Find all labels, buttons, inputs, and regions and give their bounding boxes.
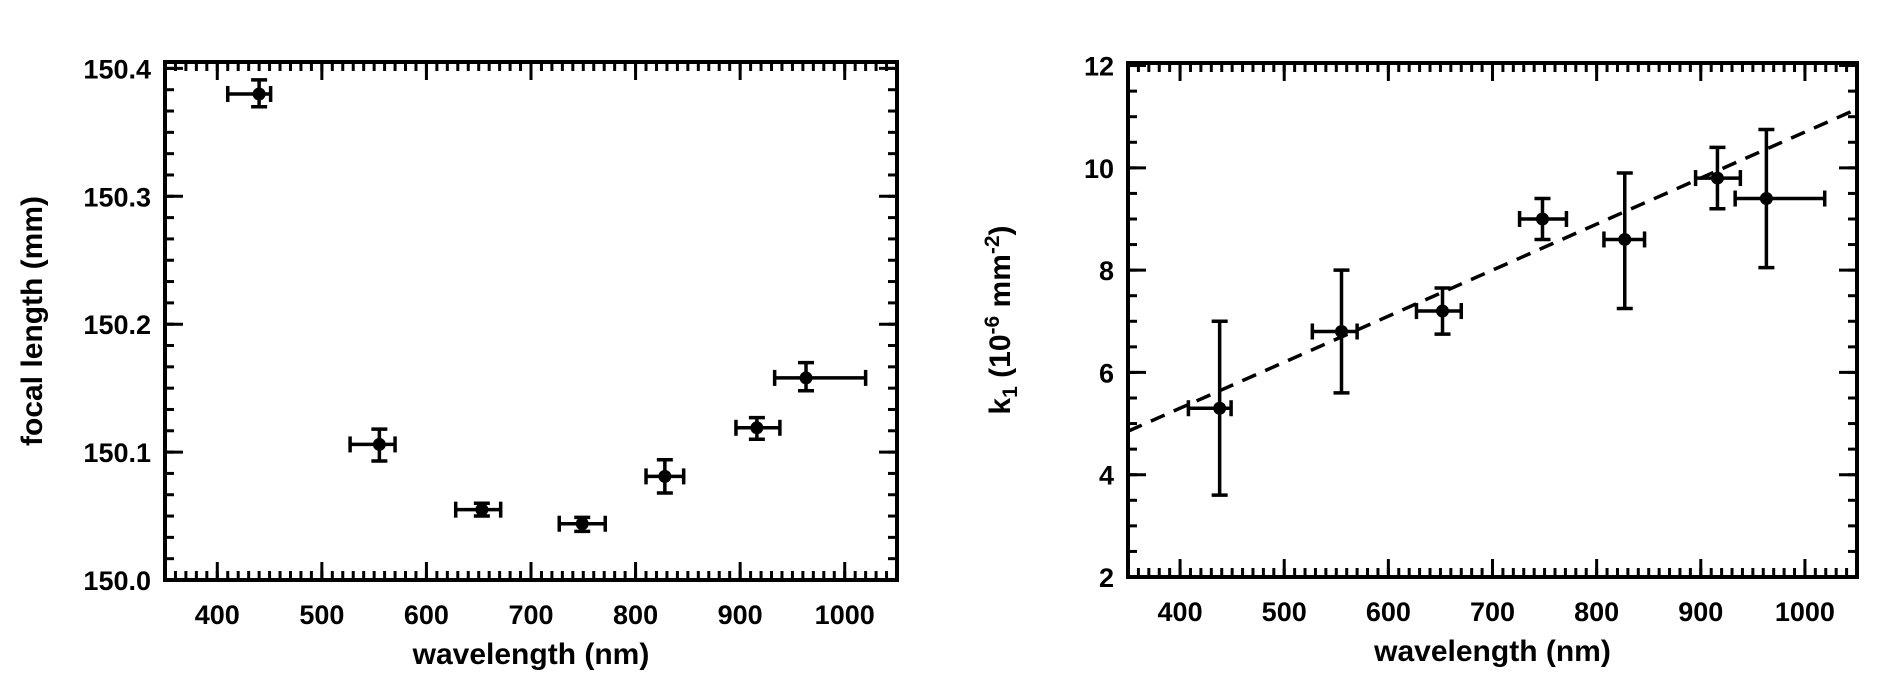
- svg-text:500: 500: [299, 600, 344, 630]
- svg-text:400: 400: [195, 600, 240, 630]
- svg-text:150.3: 150.3: [83, 182, 151, 212]
- svg-text:12: 12: [1084, 52, 1114, 82]
- svg-text:1000: 1000: [1775, 597, 1835, 627]
- svg-text:150.0: 150.0: [83, 566, 151, 596]
- svg-text:wavelength (nm): wavelength (nm): [412, 638, 650, 671]
- svg-text:600: 600: [1366, 597, 1411, 627]
- svg-text:500: 500: [1262, 597, 1307, 627]
- svg-text:10: 10: [1084, 154, 1114, 184]
- svg-text:700: 700: [508, 600, 553, 630]
- svg-text:900: 900: [718, 600, 763, 630]
- svg-text:150.4: 150.4: [83, 54, 151, 84]
- svg-text:600: 600: [404, 600, 449, 630]
- svg-text:700: 700: [1470, 597, 1515, 627]
- svg-text:1000: 1000: [815, 600, 875, 630]
- focal-length-panel: 400 500 600 700 800 900 1000 150.0 150.1 150.2 150…: [16, 54, 899, 671]
- svg-text:150.1: 150.1: [83, 438, 151, 468]
- svg-text:150.2: 150.2: [83, 310, 151, 340]
- svg-text:wavelength (nm): wavelength (nm): [1373, 635, 1611, 668]
- k1-panel: 400 500 600 700 800 900 1000 2 4 6 8 10 12 wavelength…: [950, 0, 1900, 700]
- svg-text:k1 (10-6 mm-2): k1 (10-6 mm-2): [981, 225, 1022, 414]
- k1-chart: 400 500 600 700 800 900 1000 2 4 6 8 10 12 wavelength…: [981, 52, 1859, 668]
- svg-text:6: 6: [1099, 358, 1114, 388]
- svg-text:800: 800: [613, 600, 658, 630]
- svg-text:focal length (mm): focal length (mm): [16, 196, 49, 446]
- focal-length-chart: 400 500 600 700 800 900 1000 150.0 150.1 150.2 150…: [16, 54, 899, 671]
- svg-text:4: 4: [1099, 461, 1114, 491]
- svg-text:2: 2: [1099, 563, 1114, 593]
- svg-text:800: 800: [1574, 597, 1619, 627]
- svg-text:900: 900: [1678, 597, 1723, 627]
- svg-text:400: 400: [1158, 597, 1203, 627]
- svg-text:8: 8: [1099, 256, 1114, 286]
